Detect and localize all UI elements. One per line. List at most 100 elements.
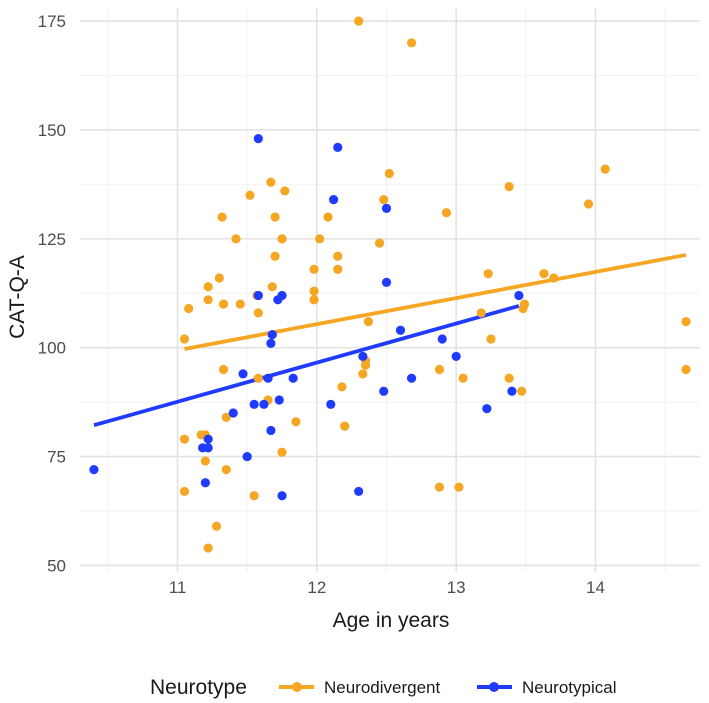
data-point-neurotypical <box>288 373 298 383</box>
data-point-neurodivergent <box>270 212 280 222</box>
data-point-neurodivergent <box>218 299 229 309</box>
data-point-neurodivergent <box>549 273 559 283</box>
data-point-neurotypical <box>482 404 492 414</box>
data-point-neurodivergent <box>203 543 213 553</box>
data-point-neurodivergent <box>231 234 241 244</box>
grid-minor <box>80 8 700 572</box>
data-point-neurodivergent <box>517 386 527 396</box>
data-point-neurodivergent <box>266 177 276 187</box>
legend: Neurotype Neurodivergent Neurotypical <box>150 676 617 699</box>
x-axis-tick-labels: 11 12 13 14 <box>169 578 605 597</box>
x-tick-label: 14 <box>586 578 605 597</box>
data-point-neurotypical <box>381 203 392 213</box>
data-point-neurotypical <box>203 443 213 453</box>
data-point-neurotypical <box>253 134 263 144</box>
data-point-neurodivergent <box>253 373 263 383</box>
data-point-neurodivergent <box>486 334 496 344</box>
data-point-neurotypical <box>326 399 336 409</box>
data-point-neurotypical <box>333 142 343 152</box>
data-point-neurodivergent <box>539 269 549 279</box>
fit-line-neurotypical <box>93 304 520 428</box>
data-point-neurodivergent <box>384 168 394 179</box>
data-point-neurodivergent <box>179 334 190 344</box>
data-point-neurodivergent <box>218 364 229 375</box>
data-point-neurotypical <box>395 325 406 335</box>
data-point-neurodivergent <box>337 382 347 392</box>
x-tick-label: 11 <box>169 578 187 597</box>
data-point-neurodivergent <box>309 295 319 305</box>
data-point-neurodivergent <box>221 465 231 475</box>
data-point-neurodivergent <box>504 181 514 192</box>
y-tick-label: 175 <box>38 12 66 31</box>
y-tick-label: 125 <box>38 230 66 249</box>
data-point-neurodivergent <box>184 303 194 314</box>
data-point-neurodivergent <box>434 364 445 375</box>
data-point-neurotypical <box>381 277 392 287</box>
data-point-neurotypical <box>228 408 238 418</box>
y-tick-label: 100 <box>38 339 66 358</box>
data-point-neurodivergent <box>476 308 486 318</box>
data-point-neurotypical <box>354 486 364 497</box>
data-point-neurodivergent <box>267 282 277 292</box>
data-point-neurodivergent <box>374 238 385 248</box>
grid-major <box>80 8 700 572</box>
x-axis-title: Age in years <box>333 609 450 632</box>
data-point-neurotypical <box>437 334 447 344</box>
data-point-neurotypical <box>507 386 517 396</box>
x-tick-label: 12 <box>307 578 326 597</box>
data-point-neurotypical <box>238 369 248 379</box>
data-point-neurotypical <box>89 465 99 475</box>
data-point-neurodivergent <box>681 364 691 375</box>
data-point-neurotypical <box>267 330 277 340</box>
data-point-neurodivergent <box>454 482 464 492</box>
x-tick-label: 13 <box>447 578 466 597</box>
data-point-neurodivergent <box>280 186 290 196</box>
y-axis-tick-labels: 50 75 100 125 150 175 <box>38 12 66 575</box>
data-point-neurodivergent <box>221 412 231 422</box>
legend-entry-neurotypical: Neurotypical <box>477 678 617 697</box>
data-point-neurotypical <box>277 491 287 501</box>
data-point-neurodivergent <box>309 264 319 274</box>
data-point-neurotypical <box>328 195 339 205</box>
data-point-neurodivergent <box>249 491 259 501</box>
data-point-neurotypical <box>379 386 389 396</box>
data-point-neurodivergent <box>203 282 213 292</box>
data-point-neurotypical <box>242 451 252 462</box>
data-point-neurodivergent <box>211 521 222 531</box>
data-point-neurodivergent <box>277 234 287 244</box>
data-point-neurodivergent <box>483 269 493 279</box>
data-point-neurodivergent <box>179 486 190 497</box>
data-point-neurodivergent <box>200 456 210 466</box>
data-point-neurodivergent <box>217 212 227 222</box>
data-point-neurodivergent <box>458 373 468 383</box>
data-point-neurotypical <box>253 290 263 301</box>
data-point-neurodivergent <box>315 234 325 244</box>
data-point-neurodivergent <box>253 308 263 318</box>
data-point-neurodivergent <box>583 199 594 209</box>
data-point-neurodivergent <box>600 164 610 174</box>
data-point-neurodivergent <box>245 190 255 200</box>
data-point-neurotypical <box>266 425 276 436</box>
data-point-neurodivergent <box>379 195 389 205</box>
y-axis-title: CAT-Q-A <box>6 255 29 339</box>
data-point-neurodivergent <box>519 299 530 309</box>
y-tick-label: 150 <box>38 121 66 140</box>
data-point-neurotypical <box>451 351 461 362</box>
data-point-neurodivergent <box>323 212 333 222</box>
data-point-neurotypical <box>274 395 284 405</box>
data-point-neurodivergent <box>358 369 368 379</box>
data-point-neurodivergent <box>291 417 301 427</box>
data-point-neurotypical <box>277 290 287 301</box>
data-point-neurodivergent <box>434 482 445 492</box>
data-point-neurodivergent <box>333 251 343 261</box>
legend-key-point-neurodivergent <box>292 682 302 692</box>
data-point-neurodivergent <box>203 295 213 305</box>
legend-label-neurotypical: Neurotypical <box>522 678 617 697</box>
data-point-neurotypical <box>249 399 259 409</box>
data-point-neurodivergent <box>214 273 224 283</box>
data-point-neurodivergent <box>333 264 343 274</box>
data-point-neurodivergent <box>681 316 691 327</box>
y-tick-label: 50 <box>47 556 66 575</box>
data-point-neurotypical <box>266 338 276 348</box>
